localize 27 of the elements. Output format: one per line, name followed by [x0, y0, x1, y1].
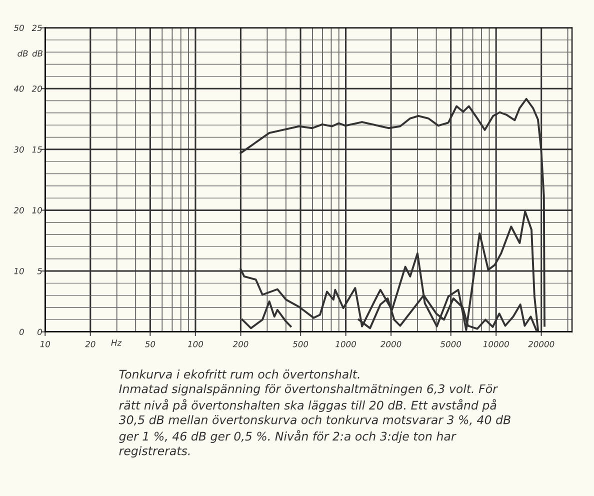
y2-tick-label: 25: [32, 24, 42, 32]
y2-tick-label: 0: [37, 328, 42, 336]
x-tick-label: 20: [85, 341, 96, 348]
y-tick-label: 10: [14, 268, 24, 274]
x-tick-label: 200: [232, 341, 248, 348]
y-tick-label: 0: [19, 328, 24, 336]
x-tick-label: 100: [188, 341, 203, 348]
y2-axis-title: dB: [32, 50, 43, 57]
y2-tick-label: 5: [37, 268, 42, 274]
x-tick-label: 50: [145, 341, 156, 348]
x-axis-title: Hz: [111, 340, 122, 346]
y2-tick-label: 15: [32, 146, 42, 153]
y2-tick-label: 10: [32, 207, 42, 214]
x-tick-label: 10000: [483, 341, 509, 348]
x-tick-label: 10: [40, 341, 50, 348]
x-tick-label: 2000: [380, 341, 402, 348]
x-tick-label: 5000: [440, 341, 462, 348]
x-tick-label: 500: [292, 341, 308, 348]
x-tick-label: 1000: [336, 341, 356, 348]
y2-tick-label: 20: [32, 86, 42, 92]
x-tick-label: 20000: [528, 341, 554, 348]
y-tick-label: 20: [14, 207, 24, 214]
text: Tonkurva i ekofritt rum och övertonshalt. Inmatad signalspänning för övertonshaltmätningen 6,3 volt. För rätt nivå på övertonshalten ska läggas till 20 dB. Ett avstånd på 30,5 dB mellan övertonskurva och tonkurva motsvarar 3 %, 40 dB ger 1 %, 46 dB ger 0,5 %. Nivån för 2:a och 3:dje ton har registrerats.: [118, 370, 510, 458]
y-tick-label: 50: [14, 24, 24, 32]
y-tick-label: 40: [14, 86, 24, 92]
y-tick-label: 30: [14, 146, 24, 153]
y-axis-title: dB: [18, 50, 28, 57]
